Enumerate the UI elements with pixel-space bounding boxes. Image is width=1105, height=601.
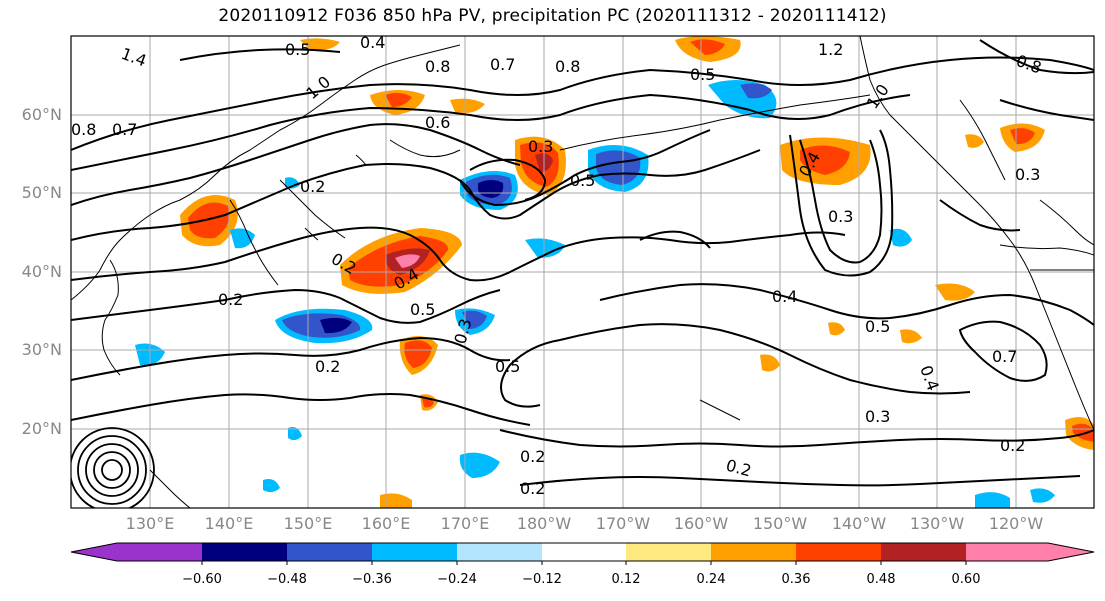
contour-label: 0.2 [300, 177, 325, 196]
colorbar-cell [457, 543, 542, 561]
lat-label: 60°N [21, 105, 62, 124]
contour-label: 0.2 [315, 357, 340, 376]
lon-label: 120°W [988, 514, 1044, 533]
colorbar-cell [1048, 543, 1094, 561]
colorbar-cell [711, 543, 796, 561]
colorbar-cell [966, 543, 1048, 561]
contour-label: 0.2 [1000, 436, 1025, 455]
colorbar-cell [117, 543, 202, 561]
colorbar-tick: −0.36 [352, 572, 392, 587]
map-frame [70, 35, 1095, 509]
lon-label: 160°E [361, 514, 411, 533]
contour-label: 0.7 [992, 347, 1017, 366]
pv-contours [71, 39, 1094, 487]
contour-label: 0.5 [495, 357, 520, 376]
contour-label: 0.2 [520, 479, 545, 498]
contour-label: 0.3 [828, 207, 853, 226]
colorbar [70, 542, 1095, 565]
colorbar-tick: 0.24 [696, 572, 726, 587]
lat-label: 30°N [21, 340, 62, 359]
lat-label: 50°N [21, 183, 62, 202]
lon-label: 140°W [831, 514, 887, 533]
contour-label: 0.2 [218, 290, 243, 309]
colorbar-tick: 0.48 [866, 572, 896, 587]
colorbar-tick: −0.24 [437, 572, 477, 587]
colorbar-tick: 0.60 [951, 572, 981, 587]
map-panel: 1.4 0.5 0.4 0.8 0.7 0.8 0.5 1.2 0.8 1.0 … [70, 33, 1095, 509]
lon-label: 150°W [752, 514, 808, 533]
colorbar-tick: −0.12 [522, 572, 562, 587]
contour-label: 0.6 [425, 113, 450, 132]
contour-label: 0.4 [772, 287, 797, 306]
colorbar-cell [542, 543, 626, 561]
coastlines [71, 36, 1094, 508]
contour-label: 0.3 [528, 137, 553, 156]
lon-label: 130°W [909, 514, 965, 533]
colorbar-cell [202, 543, 287, 561]
map-title: 2020110912 F036 850 hPa PV, precipitatio… [218, 6, 887, 26]
contour-label: 0.2 [520, 447, 545, 466]
colorbar-cell [71, 543, 117, 561]
colorbar-cell [881, 543, 966, 561]
lon-label: 150°E [283, 514, 333, 533]
contour-label: 0.5 [285, 40, 310, 59]
precip-shading-positive [180, 36, 1094, 508]
colorbar-tick: −0.48 [267, 572, 307, 587]
contour-label: 0.7 [112, 120, 137, 139]
colorbar-cell [372, 543, 457, 561]
colorbar-tick: 0.12 [611, 572, 641, 587]
precip-shading-negative [135, 80, 1055, 508]
contour-label: 0.5 [570, 171, 595, 190]
colorbar-cell [796, 543, 881, 561]
lon-label: 170°E [440, 514, 490, 533]
lon-label: 140°E [204, 514, 254, 533]
colorbar-cell [287, 543, 372, 561]
lon-label: 160°W [673, 514, 729, 533]
contour-label: 1.2 [818, 40, 843, 59]
colorbar-cell [626, 543, 711, 561]
colorbar-tick: 0.36 [781, 572, 811, 587]
contour-label: 0.3 [1015, 165, 1040, 184]
lon-label: 130°E [125, 514, 175, 533]
lat-label: 40°N [21, 262, 62, 281]
contour-label: 0.8 [71, 120, 96, 139]
contour-label: 0.8 [425, 57, 450, 76]
contour-label: 0.5 [410, 300, 435, 319]
contour-label: 0.7 [490, 55, 515, 74]
contour-label: 0.5 [690, 65, 715, 84]
cyclone-contours [71, 427, 155, 508]
contour-label: 0.8 [555, 57, 580, 76]
contour-label: 0.4 [360, 33, 385, 52]
lon-label: 180°W [516, 514, 572, 533]
lon-label: 170°W [595, 514, 651, 533]
colorbar-tick: −0.60 [182, 572, 222, 587]
contour-label: 0.3 [865, 407, 890, 426]
lat-label: 20°N [21, 419, 62, 438]
colorbar-outline [70, 542, 1095, 562]
contour-label: 0.5 [865, 317, 890, 336]
graticule [71, 36, 1094, 508]
